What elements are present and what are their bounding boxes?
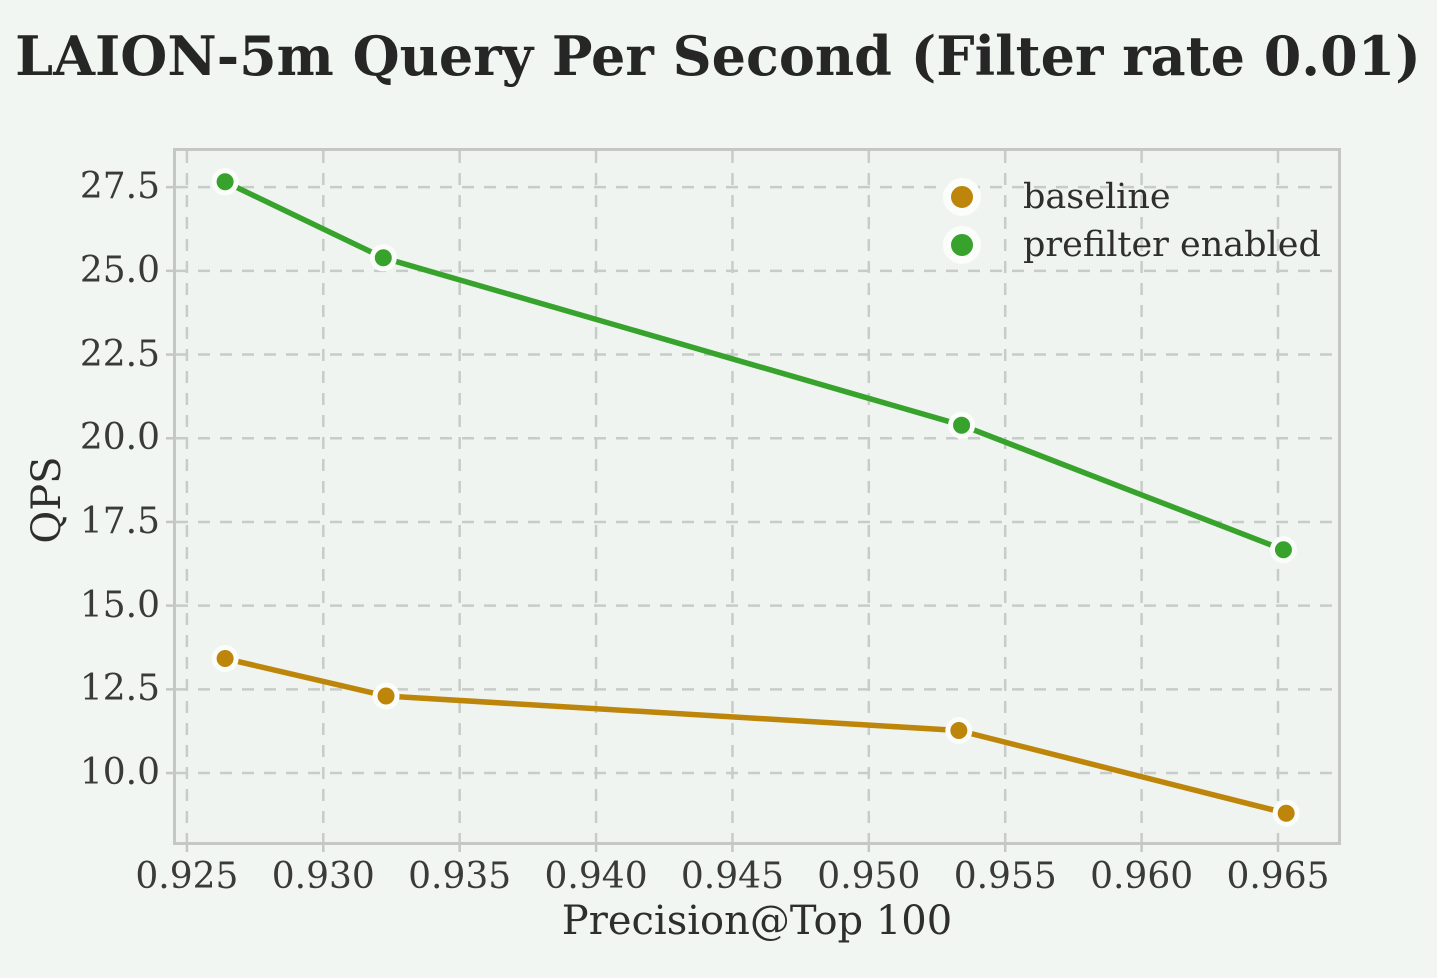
x-tick-label: 0.965 [1226, 856, 1330, 897]
x-tick-label: 0.930 [271, 856, 375, 897]
x-tick-label: 0.950 [817, 856, 921, 897]
legend-item-prefilter-enabled: prefilter enabled [943, 221, 1321, 269]
legend: baseline prefilter enabled [943, 173, 1321, 269]
legend-dot-icon [943, 178, 981, 216]
baseline-point [945, 717, 973, 745]
prefilter-enabled-point [211, 168, 239, 196]
baseline-point [372, 682, 400, 710]
baseline-point [211, 645, 239, 673]
x-tick-label: 0.960 [1090, 856, 1194, 897]
y-tick-label: 15.0 [79, 584, 160, 626]
legend-label: prefilter enabled [1023, 225, 1321, 265]
x-axis-label: Precision@Top 100 [561, 898, 953, 944]
legend-dot-icon [943, 226, 981, 264]
legend-label: baseline [1023, 177, 1171, 217]
x-tick-label: 0.945 [680, 856, 784, 897]
baseline-point [1272, 799, 1300, 827]
y-tick-label: 20.0 [79, 417, 160, 459]
y-tick-label: 22.5 [79, 333, 160, 375]
prefilter-enabled-point [369, 244, 397, 272]
y-tick-label: 17.5 [79, 500, 160, 542]
y-tick-label: 12.5 [79, 668, 160, 710]
chart-title: LAION-5m Query Per Second (Filter rate 0… [15, 24, 1421, 88]
x-tick-label: 0.955 [953, 856, 1057, 897]
legend-item-baseline: baseline [943, 173, 1321, 221]
y-tick-label: 25.0 [79, 249, 160, 291]
y-tick-label: 10.0 [79, 752, 160, 794]
y-tick-label: 27.5 [79, 166, 160, 208]
x-tick-label: 0.940 [544, 856, 648, 897]
prefilter-enabled-point [948, 411, 976, 439]
baseline-line [222, 655, 1289, 816]
prefilter-enabled-point [1269, 536, 1297, 564]
x-tick-label: 0.935 [408, 856, 512, 897]
plot-canvas [166, 151, 1338, 852]
prefilter-enabled-line [222, 179, 1287, 553]
x-tick-label: 0.925 [135, 856, 239, 897]
plot-area: baseline prefilter enabled [166, 148, 1341, 852]
